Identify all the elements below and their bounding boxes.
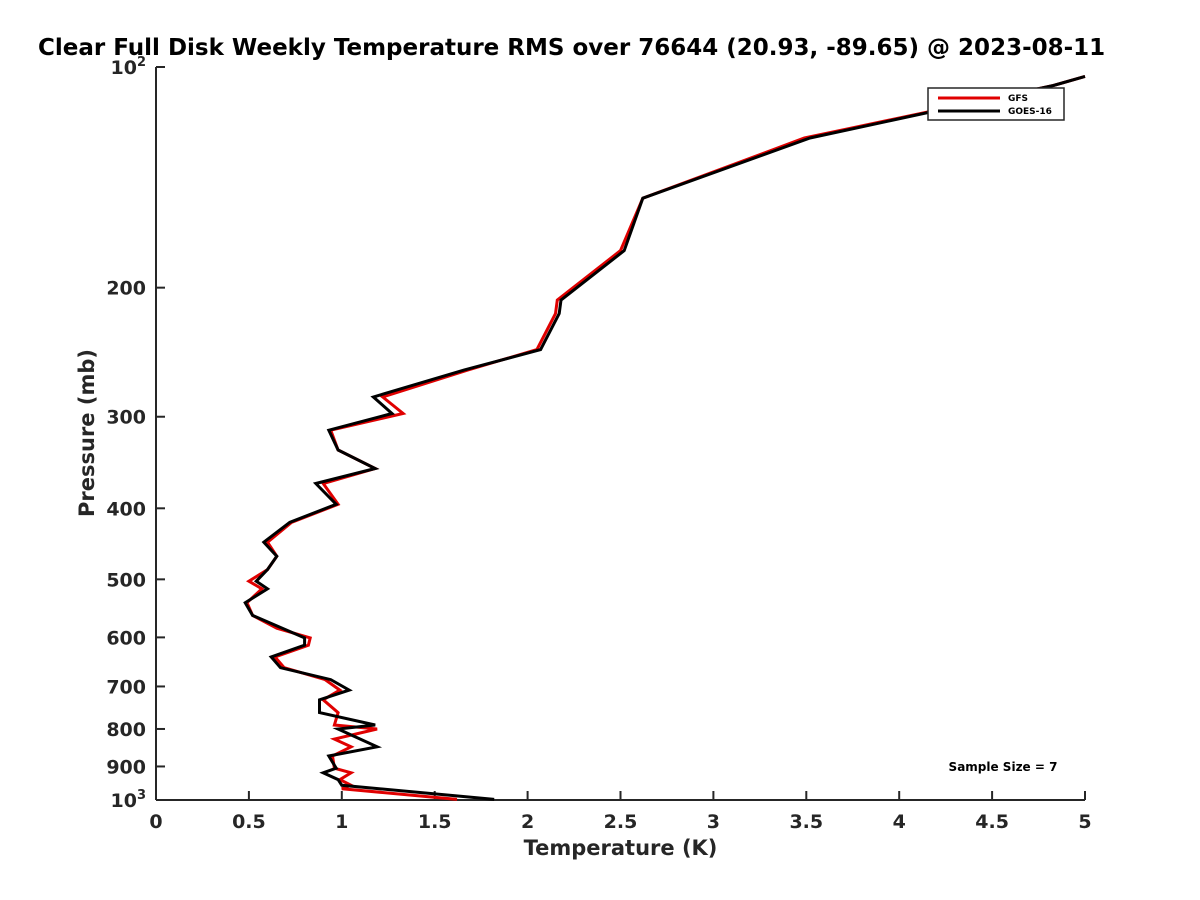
- y-tick-label: 600: [106, 627, 146, 649]
- y-tick-label: 300: [106, 407, 146, 429]
- y-tick-label: 900: [106, 756, 146, 778]
- legend-label-goes-16: GOES-16: [1008, 107, 1052, 117]
- series-line-goes-16: [243, 74, 1086, 801]
- legend-label-gfs: GFS: [1008, 94, 1028, 104]
- plot-area: 0 0.5 1 1.5 2 2.5 3 3.5 4 4.5 5 102 200 300 400 500 600 7…: [106, 55, 1091, 833]
- x-axis-label: Temperature (K): [524, 836, 718, 860]
- x-tick-label: 2: [521, 811, 534, 833]
- x-tick-label: 4.5: [975, 811, 1009, 833]
- x-tick-label: 1: [335, 811, 348, 833]
- x-tick-label: 5: [1078, 811, 1091, 833]
- y-tick-label: 800: [106, 719, 146, 741]
- y-tick-label: 103: [111, 788, 147, 812]
- series-line-gfs: [245, 74, 1086, 801]
- y-tick-label: 102: [111, 55, 147, 79]
- x-tick-label: 0: [149, 811, 162, 833]
- x-tick-label: 2.5: [604, 811, 638, 833]
- legend-box: [927, 87, 1065, 121]
- x-tick-label: 1.5: [418, 811, 452, 833]
- y-tick-label: 400: [106, 498, 146, 520]
- sample-size-annotation: Sample Size = 7: [949, 760, 1058, 774]
- chart-title: Clear Full Disk Weekly Temperature RMS o…: [38, 35, 1105, 61]
- y-axis-label: Pressure (mb): [75, 349, 99, 517]
- x-tick-label: 3.5: [789, 811, 823, 833]
- y-tick-label: 500: [106, 569, 146, 591]
- y-tick-label: 200: [106, 278, 146, 300]
- y-tick-label: 700: [106, 676, 146, 698]
- x-tick-label: 0.5: [232, 811, 266, 833]
- x-tick-label: 3: [707, 811, 720, 833]
- x-tick-label: 4: [893, 811, 906, 833]
